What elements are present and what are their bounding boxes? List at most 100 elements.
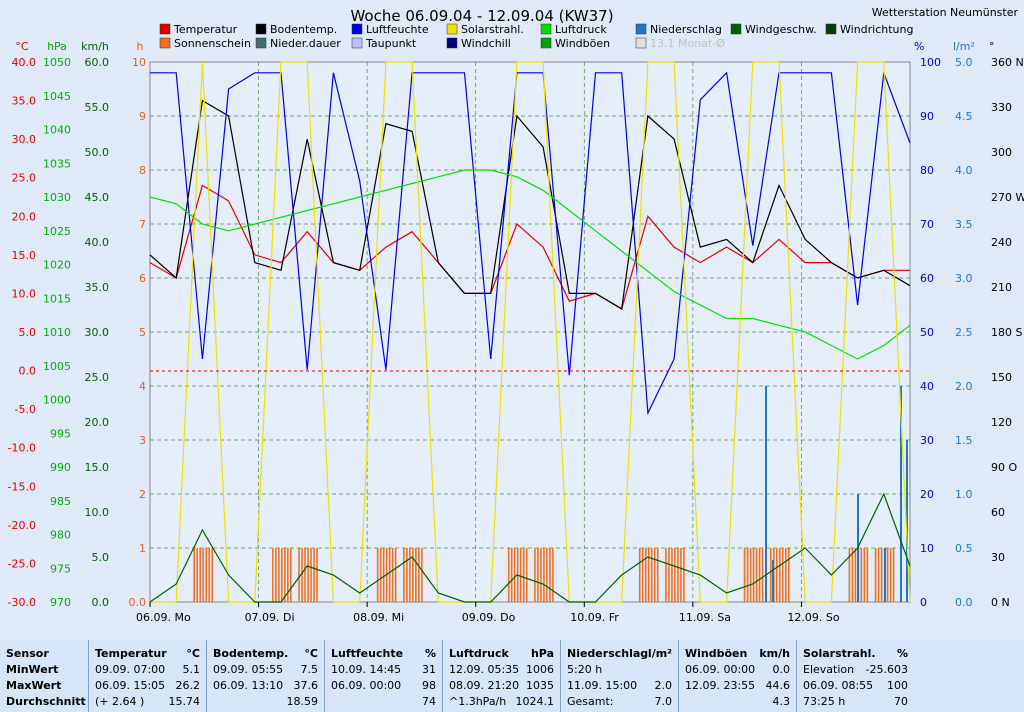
- sunshine-bar: [379, 548, 382, 602]
- y-axis-unit: hPa: [47, 40, 67, 53]
- stats-windboeen: Windböen km/h 06.09. 00:00 0.0 12.09. 23:55 4…: [678, 640, 796, 712]
- y-tick-label: -10.0: [8, 442, 36, 455]
- stats-value: 1006: [526, 663, 554, 676]
- series-lines: [149, 61, 911, 603]
- stats-time: 12.09. 23:55: [685, 679, 756, 692]
- sunshine-bar: [638, 548, 641, 602]
- y-tick-label: 4.0: [955, 164, 973, 177]
- y-tick-label: 4: [139, 380, 146, 393]
- sunshine-bar: [758, 548, 761, 602]
- legend-label: Windrichtung: [840, 23, 913, 36]
- y-tick-label: 30: [920, 434, 934, 447]
- stats-unit: %: [896, 647, 908, 660]
- y-tick-label: 5: [139, 326, 146, 339]
- y-tick-label: 30.0: [12, 133, 37, 146]
- sunshine-bar: [683, 548, 685, 602]
- y-tick-label: 0 N: [991, 596, 1010, 609]
- legend-swatch: [446, 23, 458, 35]
- sunshine-bar: [391, 548, 394, 602]
- stats-time: 06.09. 15:05: [95, 679, 166, 692]
- sunshine-bar: [778, 548, 781, 602]
- y-tick-label: 25.0: [12, 172, 37, 185]
- stats-title: Niederschlag: [567, 647, 649, 660]
- x-tick-label: 06.09. Mo: [136, 611, 191, 624]
- x-tick-label: 12.09. So: [787, 611, 839, 624]
- y-tick-label: 3: [139, 434, 146, 447]
- y-tick-label: 360 N: [991, 56, 1024, 69]
- sunshine-bar: [281, 548, 283, 602]
- y-tick-label: 50.0: [85, 146, 110, 159]
- stats-sensor: Sensor MinWert MaxWert Durchschnitt: [0, 640, 88, 712]
- stats-value: 15.74: [168, 695, 201, 708]
- sunshine-bar: [677, 548, 679, 602]
- sunshine-bar: [510, 548, 513, 602]
- sunshine-bar: [668, 548, 670, 602]
- grid: [150, 62, 910, 602]
- stats-time: 06.09. 08:55: [803, 679, 874, 692]
- sunshine-bar: [193, 548, 196, 602]
- y-tick-label: 20: [920, 488, 934, 501]
- stats-value: -25.603: [865, 663, 908, 676]
- sunshine-bar: [781, 548, 784, 602]
- stats-value: 70: [894, 695, 908, 708]
- y-tick-label: 0: [920, 596, 927, 609]
- y-tick-label: 0.0: [955, 596, 973, 609]
- stats-value: 1035: [526, 679, 554, 692]
- y-tick-label: 210: [991, 281, 1012, 294]
- stats-value: 2.0: [654, 679, 673, 692]
- y-tick-label: 25.0: [85, 371, 110, 384]
- y-tick-label: 3.0: [955, 272, 973, 285]
- sunshine-bar: [743, 548, 746, 602]
- y-tick-label: 1030: [43, 191, 71, 204]
- x-tick-label: 07.09. Di: [245, 611, 295, 624]
- legend-label: Temperatur: [173, 23, 238, 36]
- y-tick-label: 35.0: [85, 281, 110, 294]
- y-tick-label: 60.0: [85, 56, 110, 69]
- y-tick-label: 60: [991, 506, 1005, 519]
- sunshine-bar: [863, 548, 866, 602]
- x-tick-label: 08.09. Mi: [353, 611, 404, 624]
- sunshine-bar: [394, 548, 397, 602]
- stats-value: 37.6: [293, 679, 319, 692]
- y-tick-label: 15.0: [12, 249, 37, 262]
- sunshine-bar: [211, 548, 214, 602]
- chart-title: Woche 06.09.04 - 12.09.04 (KW37): [350, 7, 613, 25]
- y-tick-label: 0.0: [129, 596, 147, 609]
- stats-time: 06.09. 00:00: [685, 663, 756, 676]
- sunshine-bar: [674, 548, 676, 602]
- legend-swatch: [159, 23, 171, 35]
- y-tick-label: 35.0: [12, 95, 37, 108]
- legend-swatch: [825, 23, 837, 35]
- stats-luftdruck: Luftdruck hPa 12.09. 05:35 1006 08.09. 21:20…: [442, 640, 560, 712]
- y-tick-label: 270 W: [991, 191, 1024, 204]
- sunshine-bar: [307, 548, 309, 602]
- sunshine-bar: [534, 548, 536, 602]
- stats-time: 06.09. 00:00: [331, 679, 402, 692]
- sunshine-bar: [749, 548, 752, 602]
- y-tick-label: 5.0: [19, 326, 37, 339]
- stats-niederschlag: Niederschlag l/m² 5:20 h 11.09. 15:00 2.0 Ges…: [560, 640, 678, 712]
- legend-swatch: [255, 23, 267, 35]
- legend-label: Niederschlag: [650, 23, 722, 36]
- legend-label: Windgeschw.: [745, 23, 817, 36]
- y-tick-label: 40.0: [85, 236, 110, 249]
- y-tick-label: 330: [991, 101, 1012, 114]
- legend-label: Bodentemp.: [270, 23, 337, 36]
- sunshine-bar: [275, 548, 277, 602]
- stats-value: 7.0: [654, 695, 673, 708]
- series-line: [149, 99, 911, 310]
- y-axis-unit: h: [137, 40, 144, 53]
- y-tick-label: 120: [991, 416, 1012, 429]
- sunshine-bar: [874, 548, 877, 602]
- sunshine-bar: [310, 548, 312, 602]
- stats-time: 09.09. 05:55: [213, 663, 284, 676]
- series-line: [149, 169, 911, 360]
- y-tick-label: 40: [920, 380, 934, 393]
- stats-row-label: MinWert: [6, 663, 59, 676]
- stats-title: Bodentemp.: [213, 647, 289, 660]
- y-tick-label: 1010: [43, 326, 71, 339]
- sunshine-bar: [866, 548, 869, 602]
- sunshine-bar: [860, 548, 863, 602]
- sunshine-bar: [313, 548, 315, 602]
- sunshine-bar: [403, 548, 405, 602]
